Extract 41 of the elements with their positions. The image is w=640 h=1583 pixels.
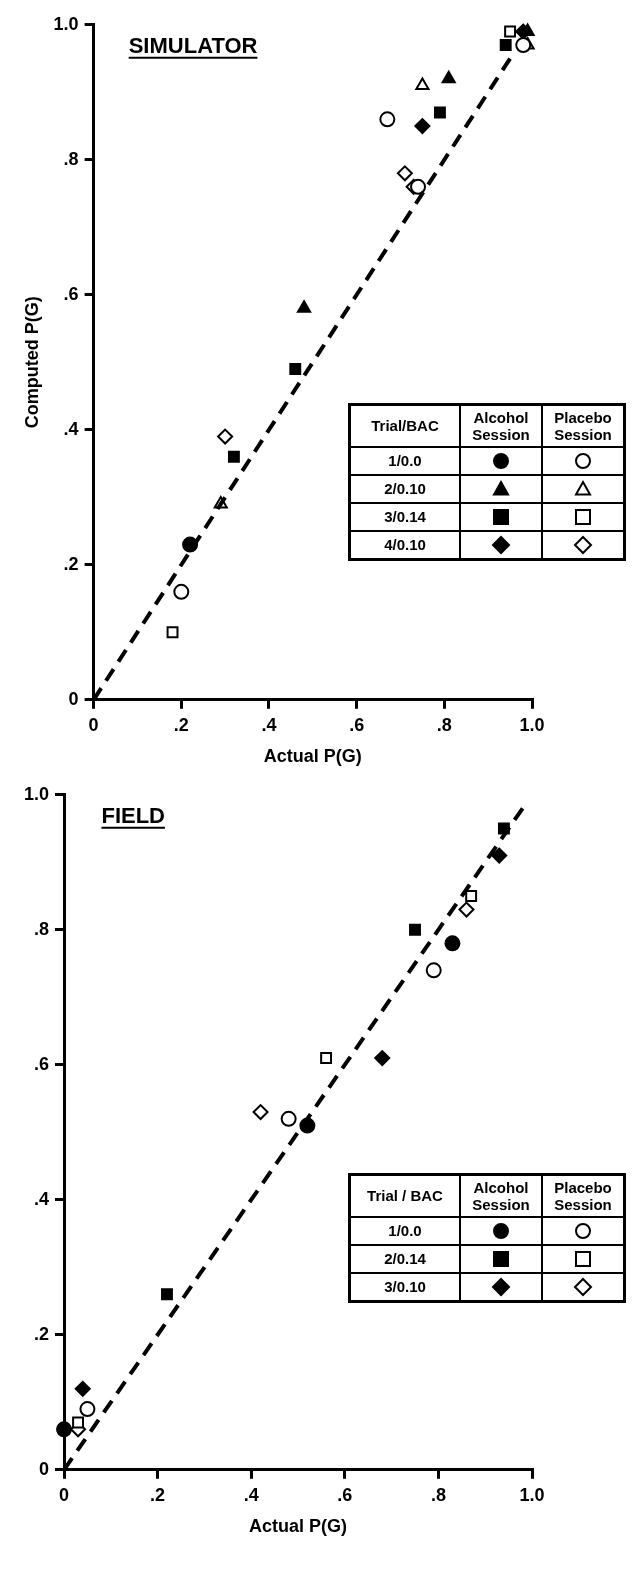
x-tick-label: .6: [337, 1484, 353, 1505]
chart-title: FIELD: [101, 802, 166, 828]
x-tick-label: .6: [349, 714, 365, 735]
text: Placebo Session: [542, 1174, 625, 1217]
y-tick-label: .6: [34, 1053, 50, 1074]
y-tick-label: .2: [34, 1323, 50, 1344]
x-axis-title: Actual P(G): [263, 746, 362, 767]
annotation: 3/0.10: [349, 1272, 460, 1302]
x-tick-label: 1.0: [519, 714, 545, 735]
y-tick-label: .8: [34, 918, 50, 939]
y-tick-label: 1.0: [23, 783, 50, 804]
annotation: 3/0.14: [349, 502, 460, 531]
annotation: 1/0.0: [349, 446, 460, 475]
x-axis-title: Actual P(G): [249, 1516, 348, 1537]
annotation: 2/0.14: [349, 1244, 460, 1273]
y-tick-label: 0: [68, 688, 79, 709]
y-tick-label: .8: [63, 148, 79, 169]
x-tick-label: .2: [150, 1484, 166, 1505]
annotation: 4/0.10: [349, 530, 460, 560]
annotation: Trial / BAC: [349, 1174, 460, 1217]
x-tick-label: .8: [436, 714, 452, 735]
y-tick-label: .2: [63, 553, 79, 574]
x-tick-label: .2: [173, 714, 189, 735]
annotation: Alcohol Session: [460, 1174, 542, 1217]
chart-title: SIMULATOR: [128, 32, 258, 58]
text: Placebo Session: [542, 404, 625, 447]
y-tick-label: .6: [63, 283, 79, 304]
y-axis-title: Computed P(G): [21, 296, 42, 429]
y-tick-label: .4: [63, 418, 79, 439]
x-tick-label: .4: [243, 1484, 259, 1505]
y-tick-label: .4: [34, 1188, 50, 1209]
y-tick-label: 1.0: [53, 13, 79, 34]
x-tick-label: .8: [430, 1484, 446, 1505]
annotation: 2/0.10: [349, 474, 460, 503]
x-tick-label: 0: [88, 714, 99, 735]
x-tick-label: 1.0: [519, 1484, 545, 1505]
x-tick-label: .4: [261, 714, 277, 735]
y-tick-label: 0: [39, 1458, 50, 1479]
annotation: Trial/BAC: [349, 404, 460, 447]
annotation: 1/0.0: [349, 1216, 460, 1245]
annotation: Alcohol Session: [460, 404, 542, 447]
